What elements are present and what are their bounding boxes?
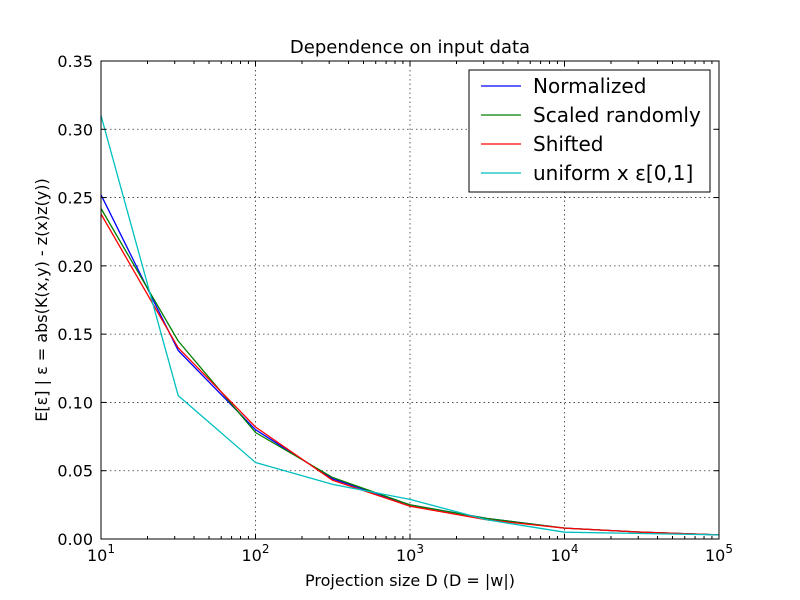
x-tick-base: 10	[87, 546, 107, 565]
x-tick-exponent: 4	[571, 542, 579, 556]
x-tick-base: 10	[705, 546, 725, 565]
y-tick-label: 0.30	[57, 120, 93, 139]
legend-label: Shifted	[533, 132, 603, 156]
x-axis-label: Projection size D (D = |w|)	[305, 571, 515, 590]
y-tick-label: 0.00	[57, 530, 93, 549]
x-tick-base: 10	[242, 546, 262, 565]
legend-label: uniform x ε[0,1]	[533, 161, 693, 185]
x-tick-label: 102	[242, 542, 270, 565]
x-tick-base: 10	[396, 546, 416, 565]
y-tick-label: 0.20	[57, 257, 93, 276]
x-tick-base: 10	[551, 546, 571, 565]
legend-box	[468, 69, 711, 193]
legend-label: Scaled randomly	[533, 103, 701, 127]
y-tick-label: 0.10	[57, 393, 93, 412]
y-tick-label: 0.05	[57, 462, 93, 481]
y-axis-label: E[ε] | ε = abs(K(x,y) - z(x)z(y))	[32, 178, 51, 421]
y-tick-label: 0.15	[57, 325, 93, 344]
y-tick-label: 0.35	[57, 52, 93, 71]
x-tick-exponent: 2	[262, 542, 270, 556]
series-line-4	[100, 115, 720, 536]
chart-title: Dependence on input data	[290, 37, 530, 58]
x-tick-label: 105	[705, 542, 733, 565]
x-tick-label: 104	[551, 542, 579, 565]
legend-label: Normalized	[533, 74, 646, 98]
axis-ticks: 101 102 103 104 1050.000.050.100.150.200.250…	[57, 52, 733, 565]
x-tick-exponent: 5	[725, 542, 733, 556]
x-tick-exponent: 3	[416, 542, 424, 556]
x-tick-label: 103	[396, 542, 424, 565]
legend: Normalized Scaled randomly Shifted uniform …	[468, 69, 711, 193]
x-tick-label: 101	[87, 542, 115, 565]
series-line-3	[100, 213, 720, 536]
y-tick-label: 0.25	[57, 189, 93, 208]
plot-series	[100, 115, 720, 536]
x-tick-exponent: 1	[107, 542, 115, 556]
